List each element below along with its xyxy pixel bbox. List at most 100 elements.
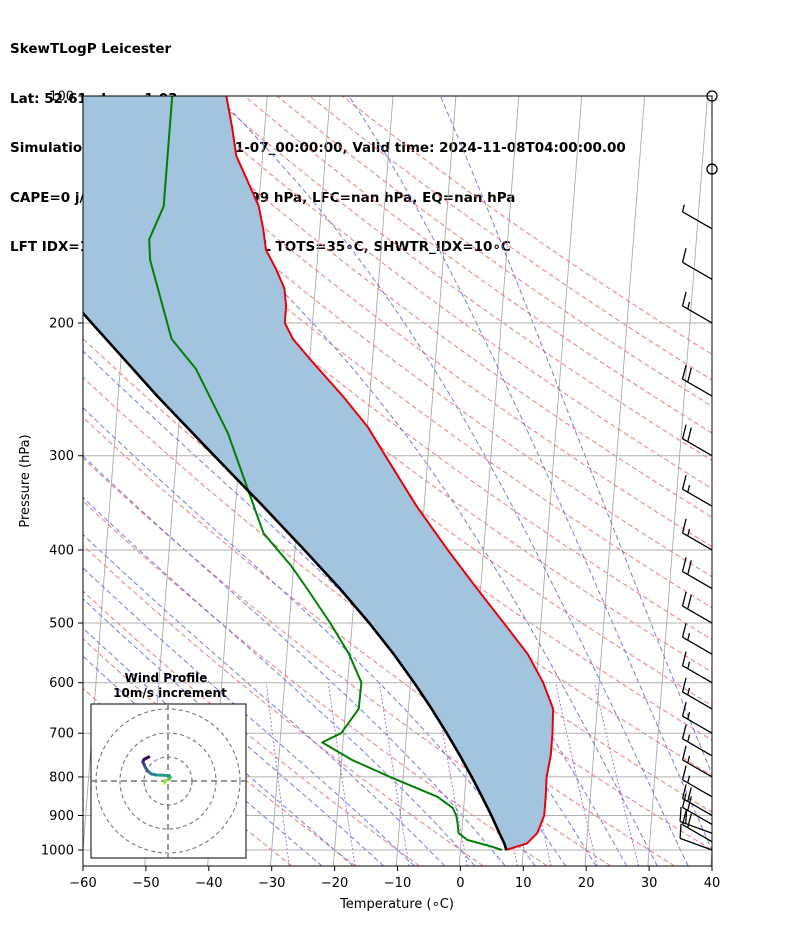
dry-adiabat-line (83, 338, 712, 813)
wind-barb (681, 204, 713, 230)
barb-flag (687, 796, 692, 811)
barb-half-flag (687, 528, 691, 537)
x-tick-label: −60 (69, 876, 96, 891)
calm-wind-circle (706, 163, 718, 175)
barb-flag (681, 724, 687, 739)
dry-adiabat-line (83, 590, 420, 866)
barb-half-flag (687, 485, 691, 493)
barb-staff (682, 211, 713, 230)
wind-barb (679, 823, 713, 851)
mixing-ratio-line (378, 682, 410, 866)
temperature-profile-line (225, 96, 555, 851)
hodograph-title: Wind Profile (125, 671, 208, 685)
moist-adiabat-line (83, 496, 476, 866)
barb-staff (682, 738, 713, 757)
barb-flag (681, 677, 687, 693)
moist-adiabat-line (83, 598, 385, 866)
y-tick-label: 100 (49, 90, 74, 105)
dry-adiabat-line (146, 96, 712, 518)
isotherm-line (647, 96, 708, 866)
barb-flag (681, 591, 687, 607)
wind-barb (681, 651, 713, 684)
barb-flag (687, 427, 692, 442)
barb-flag (681, 622, 687, 638)
mixing-ratio-line (593, 682, 640, 866)
isotherm-line (0, 96, 16, 866)
barb-staff (682, 532, 713, 551)
dry-adiabat-line (83, 544, 484, 866)
isotherm-line (774, 96, 794, 866)
barb-flag (681, 765, 687, 780)
x-tick-label: 0 (456, 876, 464, 891)
barb-staff (682, 438, 713, 457)
barb-flag (681, 701, 687, 717)
x-tick-label: −10 (384, 876, 411, 891)
dewpoint-profile-line (148, 96, 503, 851)
moist-adiabat-line (83, 627, 354, 866)
barb-staff (682, 691, 713, 710)
y-tick-label: 900 (49, 809, 74, 824)
wind-barb (681, 701, 713, 734)
dry-adiabat-line (83, 228, 712, 707)
dry-adiabat-line (83, 160, 712, 641)
wind-barb (681, 591, 713, 624)
hodograph-segment (144, 755, 151, 760)
barb-flag (687, 787, 692, 802)
dry-adiabat-line (178, 96, 712, 490)
hodograph-subtitle: 10m/s increment (113, 686, 227, 700)
barb-flag (681, 784, 687, 799)
dry-adiabat-line (244, 96, 712, 434)
wind-barb (681, 518, 713, 551)
barb-staff (679, 820, 713, 834)
y-tick-label: 800 (49, 770, 74, 785)
mixing-ratio-line (555, 682, 598, 866)
wind-barb (679, 807, 713, 834)
barb-flag (681, 793, 687, 808)
barb-staff (682, 779, 713, 798)
wind-barb (681, 557, 713, 590)
wind-barb (681, 677, 713, 710)
x-tick-label: 10 (515, 876, 532, 891)
y-tick-label: 600 (49, 676, 74, 691)
x-axis: −60 −50 −40 −30 −20 −10 0 10 20 30 40 (69, 866, 720, 891)
barb-half-flag (687, 734, 691, 742)
barb-staff (682, 570, 713, 590)
moist-adiabat-line (348, 96, 712, 852)
barb-flag (681, 651, 687, 666)
chart-title: SkewTLogP Leicester (10, 41, 172, 57)
y-tick-label: 1000 (41, 844, 74, 859)
wind-barb (681, 247, 713, 280)
mixing-ratio-line (327, 682, 356, 866)
mixing-ratio-line (265, 682, 290, 866)
barb-flag (681, 247, 687, 263)
barb-staff (682, 378, 713, 397)
y-tick-label: 200 (49, 316, 74, 331)
barb-half-flag (687, 301, 691, 310)
x-tick-label: 40 (704, 876, 721, 891)
wind-barb (681, 784, 713, 817)
mixing-ratio-line (433, 682, 468, 866)
wind-barb (681, 745, 713, 778)
barb-half-flag (687, 755, 691, 764)
barb-flag (687, 594, 692, 610)
wind-barb (681, 364, 713, 397)
barb-staff (682, 605, 713, 624)
cin-shaded-area (83, 96, 554, 850)
dry-adiabat-line (83, 128, 712, 609)
parcel-path-line (83, 311, 508, 851)
barb-flag (679, 807, 682, 822)
barb-half-flag (687, 661, 691, 669)
barb-staff (682, 305, 713, 324)
x-tick-label: −20 (321, 876, 348, 891)
barb-flag (681, 557, 687, 572)
barb-flag (681, 364, 687, 380)
barb-flag (681, 518, 687, 534)
barb-flag (681, 745, 687, 761)
wind-barb (681, 724, 713, 757)
barb-staff (682, 636, 713, 655)
wind-barb (681, 622, 713, 655)
x-tick-label: 30 (641, 876, 658, 891)
wind-barb (681, 793, 713, 826)
barb-half-flag (681, 204, 685, 212)
